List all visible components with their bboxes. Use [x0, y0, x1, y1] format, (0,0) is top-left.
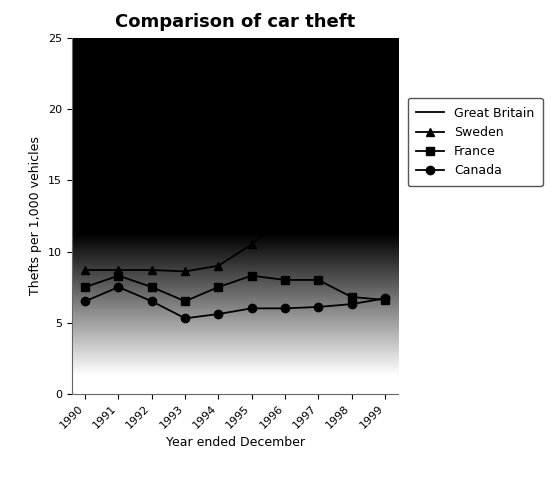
Great Britain: [215, 132, 222, 138]
X-axis label: Year ended December: Year ended December: [165, 436, 305, 449]
Great Britain: [315, 121, 322, 127]
Canada: [115, 284, 122, 290]
Canada: [82, 299, 88, 304]
France: [148, 284, 155, 290]
Canada: [215, 311, 222, 317]
Great Britain: [148, 109, 155, 115]
Canada: [248, 305, 255, 311]
France: [348, 294, 355, 300]
Sweden: [382, 193, 388, 199]
Sweden: [281, 213, 288, 219]
France: [248, 273, 255, 278]
France: [382, 297, 388, 303]
Canada: [182, 315, 189, 321]
Great Britain: [182, 136, 189, 142]
Great Britain: [281, 101, 288, 107]
France: [215, 284, 222, 290]
France: [182, 299, 189, 304]
Sweden: [148, 267, 155, 273]
Great Britain: [382, 142, 388, 148]
France: [115, 273, 122, 278]
Canada: [382, 296, 388, 301]
Great Britain: [348, 131, 355, 136]
France: [315, 277, 322, 283]
Canada: [348, 301, 355, 307]
Canada: [148, 299, 155, 304]
Title: Comparison of car theft: Comparison of car theft: [115, 13, 355, 31]
Line: Canada: Canada: [81, 283, 389, 323]
Great Britain: [115, 114, 122, 120]
Canada: [315, 304, 322, 310]
Y-axis label: Thefts per 1,000 vehicles: Thefts per 1,000 vehicles: [29, 137, 43, 295]
France: [82, 284, 88, 290]
Sweden: [315, 213, 322, 219]
Sweden: [115, 267, 122, 273]
Great Britain: [82, 128, 88, 133]
Line: Great Britain: Great Britain: [85, 104, 385, 145]
Legend: Great Britain, Sweden, France, Canada: Great Britain, Sweden, France, Canada: [408, 98, 543, 186]
Sweden: [182, 268, 189, 274]
France: [281, 277, 288, 283]
Sweden: [348, 216, 355, 222]
Sweden: [248, 241, 255, 247]
Sweden: [82, 267, 88, 273]
Great Britain: [248, 131, 255, 136]
Sweden: [215, 263, 222, 269]
Canada: [281, 305, 288, 311]
Line: Sweden: Sweden: [81, 192, 389, 276]
Line: France: France: [81, 272, 389, 305]
